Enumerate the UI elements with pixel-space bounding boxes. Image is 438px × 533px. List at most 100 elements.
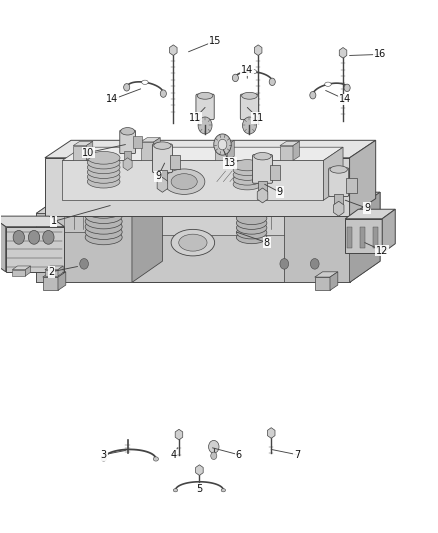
Ellipse shape	[179, 234, 207, 251]
Polygon shape	[62, 160, 323, 200]
Polygon shape	[350, 192, 380, 282]
Ellipse shape	[85, 214, 122, 229]
Polygon shape	[280, 146, 293, 160]
Polygon shape	[36, 192, 162, 214]
Polygon shape	[45, 158, 350, 216]
Ellipse shape	[330, 166, 347, 173]
Polygon shape	[51, 199, 106, 208]
Polygon shape	[332, 198, 356, 235]
Ellipse shape	[120, 127, 134, 135]
Ellipse shape	[237, 231, 267, 244]
Ellipse shape	[153, 457, 159, 461]
Ellipse shape	[171, 229, 215, 256]
Polygon shape	[280, 141, 300, 146]
Ellipse shape	[141, 80, 148, 84]
Text: 11: 11	[252, 113, 264, 123]
Text: 4: 4	[170, 450, 177, 460]
Ellipse shape	[233, 165, 261, 175]
Polygon shape	[315, 272, 338, 277]
Polygon shape	[315, 277, 330, 290]
Polygon shape	[0, 216, 64, 227]
Polygon shape	[293, 141, 300, 160]
Ellipse shape	[85, 209, 122, 223]
Circle shape	[218, 139, 227, 150]
Polygon shape	[323, 147, 343, 200]
Circle shape	[208, 440, 219, 453]
Ellipse shape	[173, 489, 178, 492]
Polygon shape	[330, 272, 338, 290]
Circle shape	[232, 74, 238, 82]
Bar	[347, 227, 352, 248]
Bar	[373, 227, 378, 248]
Polygon shape	[12, 266, 31, 270]
Ellipse shape	[325, 82, 331, 86]
Text: 9: 9	[155, 172, 161, 181]
Circle shape	[198, 117, 212, 134]
Polygon shape	[382, 209, 395, 253]
Polygon shape	[58, 272, 66, 290]
Ellipse shape	[87, 171, 120, 183]
Text: 16: 16	[374, 50, 386, 59]
Ellipse shape	[171, 174, 197, 190]
Polygon shape	[43, 272, 66, 277]
Polygon shape	[345, 209, 395, 219]
Circle shape	[211, 452, 217, 459]
Polygon shape	[49, 214, 332, 235]
Polygon shape	[141, 142, 154, 160]
Circle shape	[310, 92, 316, 99]
Text: 10: 10	[82, 148, 95, 158]
Ellipse shape	[237, 216, 267, 229]
Text: 3: 3	[101, 450, 107, 460]
Polygon shape	[62, 147, 343, 160]
Text: 2: 2	[48, 267, 55, 277]
Polygon shape	[45, 140, 376, 158]
Ellipse shape	[237, 226, 267, 239]
Polygon shape	[345, 219, 382, 253]
Ellipse shape	[250, 70, 257, 74]
FancyBboxPatch shape	[334, 194, 343, 207]
Polygon shape	[49, 198, 356, 214]
Ellipse shape	[101, 457, 106, 461]
Text: 13: 13	[224, 158, 236, 168]
Polygon shape	[154, 138, 160, 160]
Circle shape	[243, 117, 256, 134]
Ellipse shape	[233, 160, 261, 171]
Polygon shape	[350, 140, 376, 216]
Ellipse shape	[233, 169, 261, 180]
Circle shape	[80, 259, 88, 269]
Polygon shape	[141, 138, 160, 142]
Polygon shape	[284, 214, 350, 282]
Circle shape	[53, 259, 62, 269]
Text: 9: 9	[364, 203, 370, 213]
Text: 14: 14	[339, 94, 351, 104]
Text: 15: 15	[208, 36, 221, 46]
FancyBboxPatch shape	[258, 181, 267, 194]
Polygon shape	[45, 266, 63, 270]
Polygon shape	[73, 146, 86, 160]
Circle shape	[43, 230, 54, 244]
Polygon shape	[51, 208, 93, 232]
Polygon shape	[0, 216, 6, 272]
FancyBboxPatch shape	[240, 94, 258, 119]
Circle shape	[269, 78, 276, 85]
Ellipse shape	[237, 221, 267, 234]
FancyBboxPatch shape	[196, 94, 214, 119]
Polygon shape	[6, 227, 64, 272]
FancyBboxPatch shape	[152, 144, 173, 173]
Text: 12: 12	[376, 246, 389, 256]
FancyBboxPatch shape	[346, 179, 357, 193]
Polygon shape	[36, 214, 132, 282]
Ellipse shape	[87, 151, 120, 164]
Polygon shape	[132, 192, 162, 282]
Polygon shape	[43, 277, 58, 290]
Polygon shape	[215, 140, 234, 144]
Polygon shape	[215, 144, 228, 160]
Polygon shape	[36, 214, 350, 282]
Circle shape	[124, 84, 130, 91]
Polygon shape	[93, 199, 106, 232]
Polygon shape	[73, 141, 93, 146]
Text: 5: 5	[196, 484, 202, 494]
Polygon shape	[58, 266, 63, 276]
Text: 11: 11	[189, 113, 201, 123]
Polygon shape	[12, 270, 25, 276]
